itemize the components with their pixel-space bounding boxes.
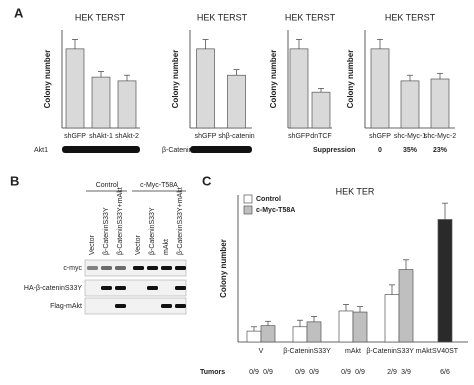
y-axis-label: Colony number [346, 50, 355, 109]
x-tick-label: V [259, 348, 264, 355]
annotation: 0 [378, 147, 382, 154]
x-tick-label: shc-Myc-2 [424, 133, 456, 140]
blot-band [101, 266, 112, 270]
x-tick-label: shAkt-1 [89, 133, 113, 140]
panel-letter: A [14, 5, 24, 20]
bar [311, 91, 331, 129]
bar [246, 330, 262, 343]
bar [384, 294, 400, 343]
x-tick-label: β-CateninS33Y [283, 348, 331, 355]
x-tick-label: mAkt [345, 348, 361, 355]
bar [352, 311, 368, 343]
blot-band [101, 286, 112, 290]
bar [260, 325, 276, 343]
blot-band [147, 266, 158, 270]
chart-title: HEK TER [336, 186, 375, 196]
row-label: c-myc [63, 265, 82, 272]
tumor-count: 0/9 [263, 369, 273, 376]
tumor-count: 2/9 [387, 369, 397, 376]
tumor-count: 0/9 [249, 369, 259, 376]
chart-title: HEK TERST [197, 12, 248, 22]
tumor-count: 6/6 [440, 369, 450, 376]
x-tick-label: shGFP [288, 133, 310, 140]
blot-band [133, 266, 144, 270]
blot-band [62, 146, 140, 153]
chart-title: HEK TERST [75, 12, 126, 22]
y-axis-label: Colony number [43, 50, 52, 109]
x-tick-label: shAkt-2 [115, 133, 139, 140]
lane-label: β-CateninS33Y [103, 207, 110, 255]
x-tick-label: β-CateninS33Y mAkt [366, 348, 431, 355]
blot-band [115, 286, 126, 290]
annotation-label: Suppression [313, 147, 355, 154]
blot-band [175, 266, 186, 270]
tumor-count: 0/9 [355, 369, 365, 376]
x-tick-label: shGFP [64, 133, 86, 140]
lane-label: β-CateninS33Y [149, 207, 156, 255]
blot-band [190, 146, 252, 153]
x-tick-label: shGFP [195, 133, 217, 140]
y-axis-label: Colony number [171, 50, 180, 109]
lane-label: β-CateninS33Y+mAkt [177, 187, 184, 255]
legend-swatch [243, 194, 253, 204]
bar [400, 80, 420, 129]
bar [370, 48, 390, 129]
blot-band [161, 304, 172, 308]
chart-title: HEK TERST [385, 12, 436, 22]
lane-label: Vector [135, 234, 142, 255]
bar [289, 48, 309, 129]
bar [306, 321, 322, 343]
lane-label: Vector [89, 234, 96, 255]
tumor-count: 3/9 [401, 369, 411, 376]
bar [338, 310, 354, 343]
tumor-count: 0/9 [295, 369, 305, 376]
legend-label: Control [256, 196, 281, 203]
lane-label: mAkt [163, 239, 170, 255]
row-label: Flag-mAkt [50, 303, 82, 310]
legend-swatch [243, 205, 253, 215]
x-tick-label: dnTCF [310, 133, 331, 140]
tumor-count: 0/9 [341, 369, 351, 376]
blot-frame [84, 279, 187, 297]
blot-band [175, 304, 186, 308]
blot-band [87, 266, 98, 270]
panel-letter: B [10, 173, 19, 188]
bar [430, 78, 450, 129]
blot-band [115, 266, 126, 270]
group-label: Control [96, 182, 119, 189]
blot-band [115, 304, 126, 308]
tumors-label: Tumors [200, 369, 225, 376]
bar [227, 74, 246, 129]
bar [398, 269, 414, 343]
bar [65, 48, 85, 129]
chart-title: HEK TERST [285, 12, 336, 22]
bar [292, 326, 308, 343]
x-tick-label: shGFP [369, 133, 391, 140]
bar [437, 219, 453, 343]
x-tick-label: shc-Myc-1 [394, 133, 426, 140]
bar [196, 48, 215, 129]
legend-label: c-Myc-T58A [256, 207, 295, 214]
blot-label: β-Catenin [162, 147, 193, 154]
lane-label: β-CateninS33Y+mAkt [117, 187, 124, 255]
bar [91, 76, 111, 129]
x-tick-label: shβ-catenin [218, 133, 254, 140]
group-label: c-Myc-T58A [140, 182, 178, 189]
annotation: 35% [403, 147, 418, 154]
row-label: HA-β-cateninS33Y [24, 285, 82, 292]
blot-band [147, 286, 158, 290]
annotation: 23% [433, 147, 448, 154]
blot-band [175, 286, 186, 290]
blot-label: Akt1 [34, 147, 48, 154]
tumor-count: 0/9 [309, 369, 319, 376]
blot-band [161, 266, 172, 270]
y-axis-label: Colony number [219, 239, 228, 298]
panel-letter: C [202, 173, 212, 188]
y-axis-label: Colony number [269, 50, 278, 109]
x-tick-label: SV40ST [432, 348, 459, 355]
bar [117, 80, 137, 129]
